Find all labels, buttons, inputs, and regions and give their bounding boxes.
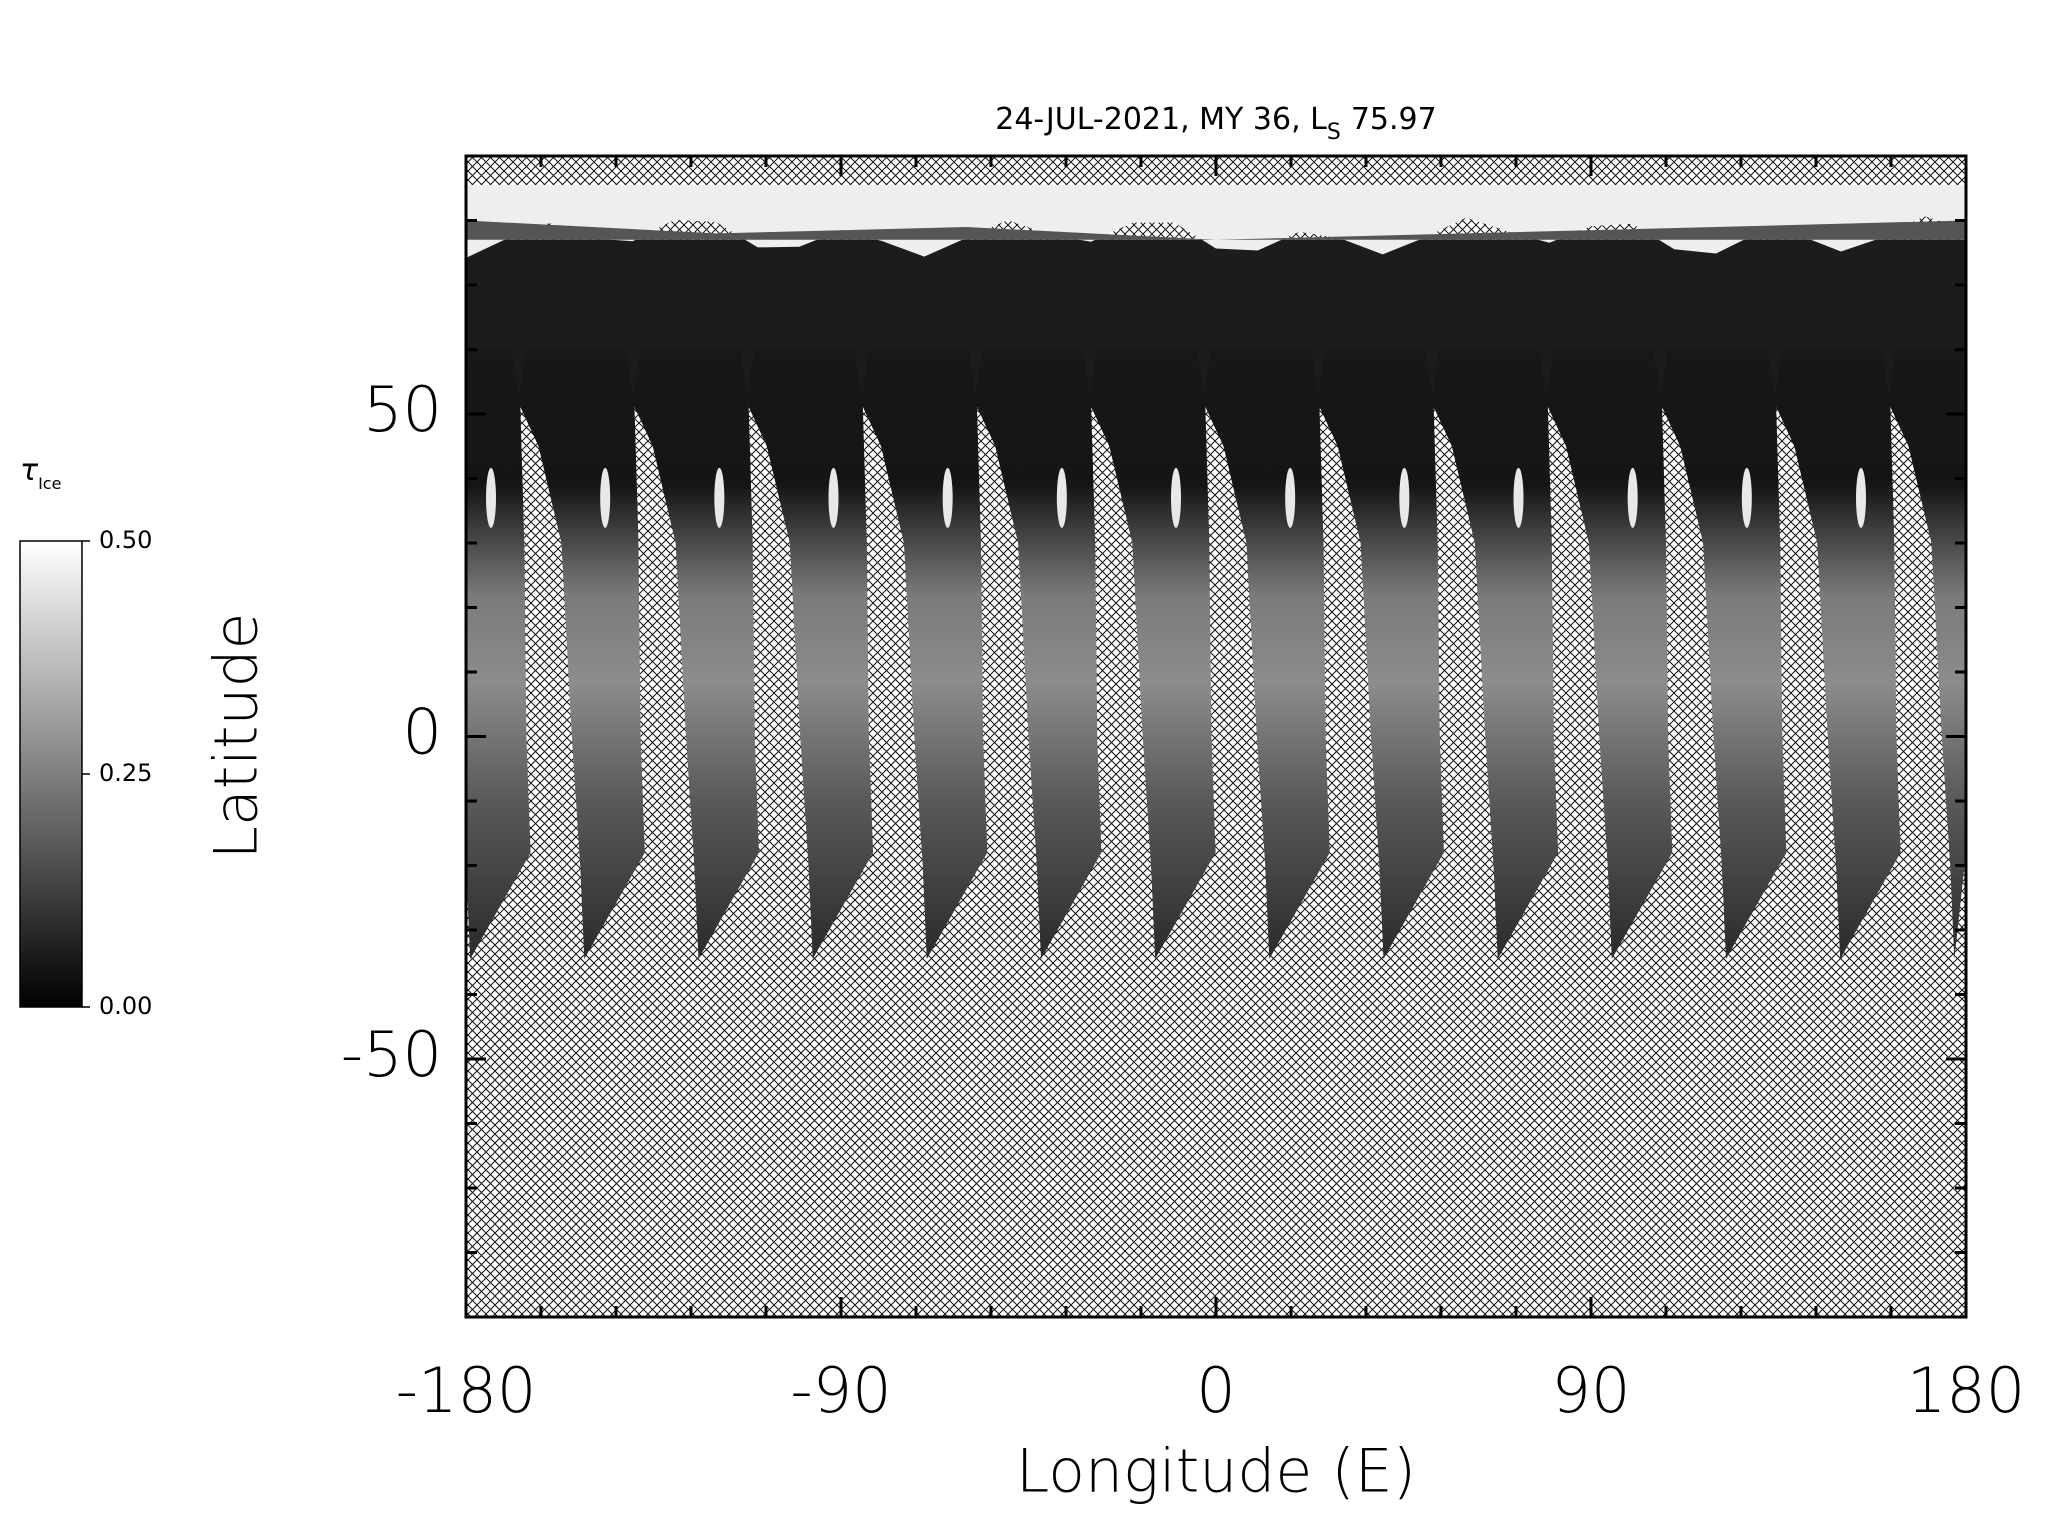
orbit-gap (486, 467, 496, 528)
y-tick-label: 50 (363, 373, 442, 446)
colorbar: 0.00 0.25 0.50 (19, 526, 152, 1020)
swath (466, 349, 531, 959)
swath (1202, 349, 1330, 959)
swath (1887, 349, 1966, 959)
map-area (464, 154, 1968, 1319)
colorbar-subscript: Ice (38, 474, 61, 493)
swath (517, 349, 645, 959)
orbit-gap (1285, 467, 1296, 528)
colorbar-scale (19, 540, 83, 1008)
orbit-gap (1513, 467, 1524, 528)
polar-cap-edge (466, 220, 1966, 240)
orbit-gap (1856, 467, 1866, 528)
x-tick-label: 0 (1196, 1354, 1235, 1427)
colorbar-tick-label: 0.50 (99, 526, 152, 554)
polar-cap (466, 185, 1966, 258)
axes: -180 -90 0 90 180 -50 0 50 (341, 156, 2025, 1427)
y-tick-label: -50 (341, 1018, 442, 1091)
colorbar-tick-label: 0.00 (99, 992, 152, 1020)
orbit-gap (1741, 467, 1752, 528)
x-tick-label: -180 (396, 1354, 537, 1427)
orbit-gap (600, 467, 611, 528)
swath (631, 349, 759, 959)
swath (860, 349, 988, 959)
chart-title: 24-JUL-2021, MY 36, LS 75.97 (995, 102, 1436, 145)
swath (1659, 349, 1787, 959)
x-tick-label: -90 (790, 1354, 891, 1427)
swath (1545, 349, 1673, 959)
colorbar-tick-label: 0.25 (99, 759, 152, 787)
orbit-gap (1056, 467, 1067, 528)
title-text: 24-JUL-2021, MY 36, L (995, 102, 1327, 137)
orbit-gap (942, 467, 953, 528)
swath (974, 349, 1102, 959)
orbit-gap (1627, 467, 1638, 528)
x-axis-label: Longitude (E) (1016, 1437, 1416, 1507)
x-tick-label: 90 (1552, 1354, 1631, 1427)
swath (746, 349, 874, 959)
swath (1431, 349, 1559, 959)
y-axis-label: Latitude (202, 613, 272, 860)
swath (1773, 349, 1901, 959)
colorbar-title: τIce (20, 453, 61, 493)
title-value: 75.97 (1351, 102, 1437, 137)
x-tick-label: 180 (1907, 1354, 2025, 1427)
orbit-gap (828, 467, 839, 528)
swath (1316, 349, 1444, 959)
title-subscript: S (1327, 120, 1341, 145)
orbit-gap (1171, 467, 1181, 528)
orbit-gap (714, 467, 725, 528)
swath (1088, 349, 1216, 959)
y-tick-label: 0 (403, 696, 442, 769)
orbit-gap (1399, 467, 1410, 528)
colorbar-symbol: τ (20, 453, 39, 488)
